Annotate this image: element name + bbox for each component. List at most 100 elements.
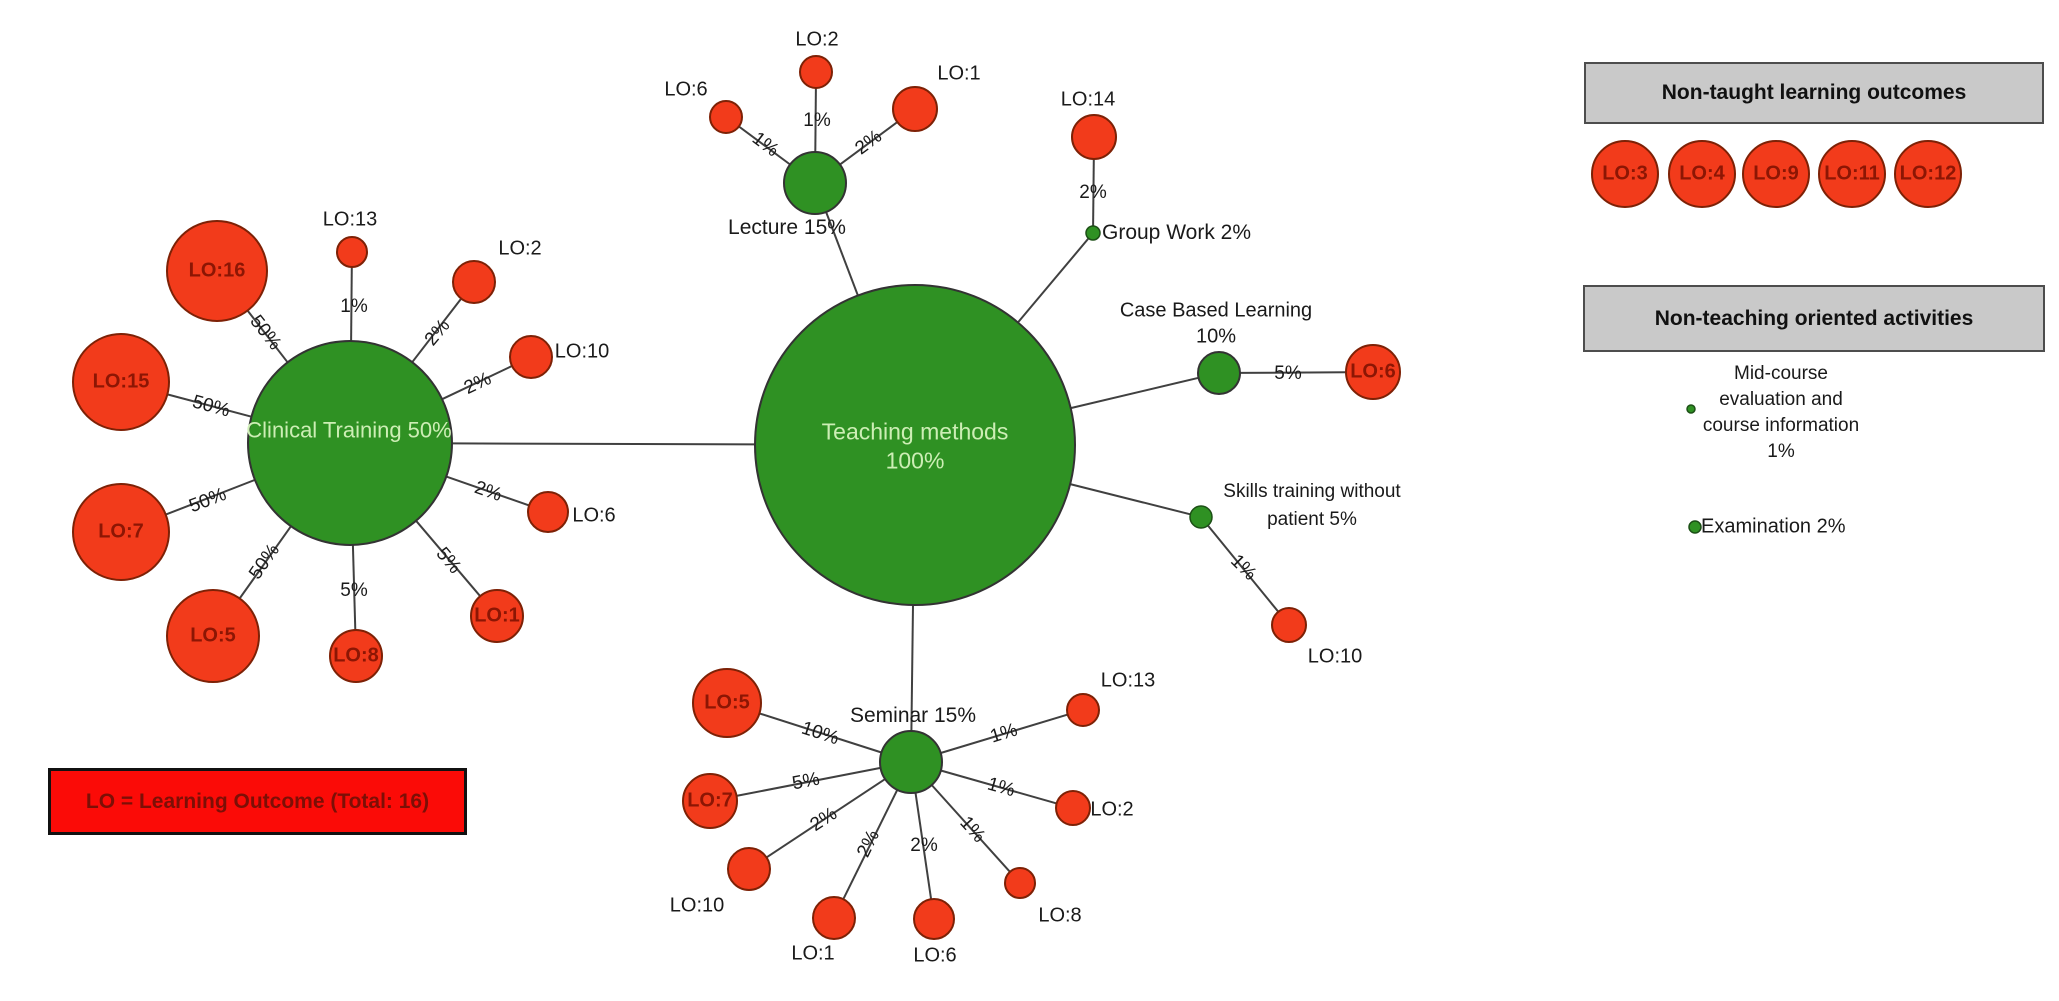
percent-label-clinical-lo-15: 50%: [190, 391, 233, 422]
clinical-label: Clinical Training 50%: [246, 417, 452, 443]
node-groupwork: [1085, 225, 1101, 241]
percent-label-cbl-lo-6: 5%: [1274, 363, 1302, 384]
examination-label: Examination 2%: [1701, 515, 1846, 538]
percent-label-clinical-lo-7: 50%: [186, 483, 230, 518]
teaching-methods-title: Teaching methods: [821, 418, 1009, 445]
edge-line: [246, 309, 289, 363]
lo-label-seminar-lo-2: LO:2: [1090, 798, 1134, 821]
percent-label-seminar-lo-13: 1%: [987, 719, 1021, 748]
percent-label-skills-lo-10: 1%: [1226, 550, 1261, 585]
edge-line: [167, 393, 252, 418]
midcourse-evaluation-label: Mid-course evaluation and course informa…: [1703, 361, 1859, 465]
lo-label-clinical-lo-13: LO:13: [322, 208, 378, 231]
lo-label-seminar-lo-1: LO:1: [791, 942, 835, 965]
percent-label-clinical-lo-8: 5%: [340, 580, 368, 601]
percent-label-clinical-lo-2: 2%: [420, 315, 455, 350]
lo-label-clinical-lo-6: LO:6: [572, 504, 616, 527]
node-cbl: [1197, 351, 1241, 395]
edge-line: [930, 784, 1011, 873]
lo-circle-clinical-lo-10: [509, 335, 553, 379]
lo-circle-seminar-lo-2: [1055, 790, 1091, 826]
lo-circle-lecture-lo-1: [892, 86, 938, 132]
lo-definition-text: LO = Learning Outcome (Total: 16): [85, 789, 430, 813]
lo-label-seminar-lo-8: LO:8: [1038, 904, 1082, 927]
percent-label-clinical-lo-16: 50%: [245, 311, 286, 355]
percent-label-seminar-lo-6: 2%: [910, 835, 938, 856]
legend-lo-circle-lo-11: [1818, 140, 1886, 208]
lo-circle-seminar-lo-13: [1066, 693, 1100, 727]
edge-line: [814, 87, 817, 153]
percent-label-seminar-lo-8: 1%: [955, 812, 990, 847]
edge-line: [451, 442, 756, 446]
lo-circle-clinical-lo-7: [72, 483, 170, 581]
percent-label-seminar-lo-2: 1%: [985, 773, 1018, 802]
lo-circle-groupwork-lo-14: [1071, 114, 1117, 160]
lo-label-groupwork-lo-14: LO:14: [1060, 88, 1116, 111]
lo-circle-seminar-lo-1: [812, 896, 856, 940]
node-clinical: [247, 340, 453, 546]
lo-circle-seminar-lo-8: [1004, 867, 1036, 899]
edge-line: [1207, 524, 1280, 613]
percent-label-clinical-lo-1: 5%: [431, 543, 466, 578]
percent-label-lecture-lo-2: 1%: [803, 110, 831, 131]
percent-label-seminar-lo-5: 10%: [798, 717, 842, 750]
examination-dot-icon: [1688, 520, 1702, 534]
lo-circle-seminar-lo-7: [682, 773, 738, 829]
lo-label-clinical-lo-1: LO:1: [474, 604, 520, 627]
lo-circle-cbl-lo-6: [1345, 344, 1401, 400]
edge-line: [165, 478, 256, 516]
lo-circle-lecture-lo-6: [709, 100, 743, 134]
percent-label-groupwork-lo-14: 2%: [1079, 182, 1107, 203]
legend-lo-label-lo-3: LO:3: [1602, 162, 1648, 185]
lo-label-seminar-lo-5: LO:5: [704, 691, 750, 714]
midcourse-line-2: evaluation and: [1719, 389, 1843, 410]
skills-label-line-2: patient 5%: [1267, 509, 1357, 530]
percent-label-seminar-lo-10: 2%: [806, 803, 841, 836]
edge-line: [350, 266, 353, 342]
node-seminar: [879, 730, 943, 794]
percent-label-seminar-lo-1: 2%: [853, 826, 885, 861]
edge-line: [1069, 483, 1191, 516]
midcourse-line-3: course information: [1702, 415, 1860, 436]
edge-line: [910, 604, 914, 732]
node-skills: [1189, 505, 1213, 529]
midcourse-line-4: 1%: [1767, 441, 1795, 462]
edge-line: [238, 525, 292, 600]
teaching-methods-label: Teaching methods 100%: [822, 417, 1009, 475]
lo-circle-skills-lo-10: [1271, 607, 1307, 643]
edge-line: [842, 789, 899, 900]
edge-line: [825, 211, 859, 296]
lo-circle-clinical-lo-2: [452, 260, 496, 304]
legend-lo-circle-lo-12: [1894, 140, 1962, 208]
lo-label-seminar-lo-10: LO:10: [669, 894, 725, 917]
lo-label-seminar-lo-7: LO:7: [687, 789, 733, 812]
legend-lo-label-lo-12: LO:12: [1899, 162, 1957, 185]
legend-lo-circle-lo-4: [1668, 140, 1736, 208]
node-teaching-methods: [754, 284, 1076, 606]
lecture-label: Lecture 15%: [728, 216, 846, 239]
lo-circle-lecture-lo-2: [799, 55, 833, 89]
edge-line: [411, 297, 462, 363]
percent-label-seminar-lo-7: 5%: [790, 768, 822, 795]
lo-label-skills-lo-10: LO:10: [1307, 645, 1363, 668]
lo-circle-seminar-lo-5: [692, 668, 762, 738]
lo-label-seminar-lo-6: LO:6: [913, 944, 957, 967]
edge-line: [765, 778, 886, 859]
lo-circle-clinical-lo-13: [336, 236, 368, 268]
percent-label-lecture-lo-6: 1%: [748, 127, 783, 162]
midcourse-dot-icon: [1686, 404, 1696, 414]
legend-non-taught-box: Non-taught learning outcomes: [1584, 62, 2044, 124]
edge-line: [415, 520, 481, 597]
lo-label-lecture-lo-6: LO:6: [664, 78, 708, 101]
edge-line: [1017, 237, 1090, 324]
percent-label-clinical-lo-13: 1%: [340, 296, 368, 317]
lo-definition-note: LO = Learning Outcome (Total: 16): [48, 768, 467, 835]
edge-line: [351, 544, 357, 631]
skills-label-line-1: Skills training without: [1223, 481, 1401, 502]
edge-line: [441, 365, 513, 401]
seminar-label: Seminar 15%: [849, 704, 977, 727]
legend-lo-label-lo-4: LO:4: [1679, 162, 1725, 185]
edge-line: [914, 792, 933, 900]
lo-label-clinical-lo-15: LO:15: [92, 370, 150, 393]
